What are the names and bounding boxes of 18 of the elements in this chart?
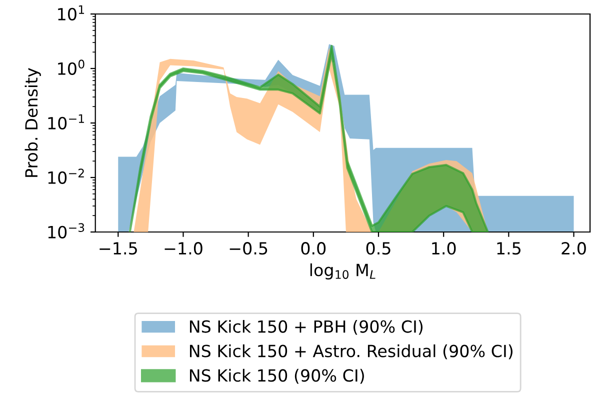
legend-label: NS Kick 150 + PBH (90% CI) xyxy=(190,320,423,335)
x-tick-label: 1.0 xyxy=(432,242,456,255)
x-tick-label: 0.5 xyxy=(366,242,390,255)
y-tick-label: 10$^{1}$ xyxy=(58,5,84,20)
x-tick-label: 2.0 xyxy=(562,242,586,255)
x-axis-title: log$_{10}$ M$_{L}$ xyxy=(310,263,376,280)
x-tick-label: −1.5 xyxy=(100,242,137,255)
x-tick-label: −0.5 xyxy=(230,242,268,255)
x-tick-label: 1.5 xyxy=(497,242,520,255)
y-tick-label: 10$^{−1}$ xyxy=(48,114,84,130)
y-tick-label: 10$^{−2}$ xyxy=(48,168,84,184)
x-tick-label: 0.0 xyxy=(301,242,326,255)
y-tick-label: 10$^{−3}$ xyxy=(48,223,84,238)
x-tick-label: −1.0 xyxy=(164,242,202,255)
legend-label: NS Kick 150 + Astro. Residual (90% CI) xyxy=(190,344,512,360)
y-axis-title: Prob. Density xyxy=(24,68,41,177)
legend-label: NS Kick 150 (90% CI) xyxy=(190,368,364,384)
y-tick-label: 10$^{0}$ xyxy=(58,60,84,75)
